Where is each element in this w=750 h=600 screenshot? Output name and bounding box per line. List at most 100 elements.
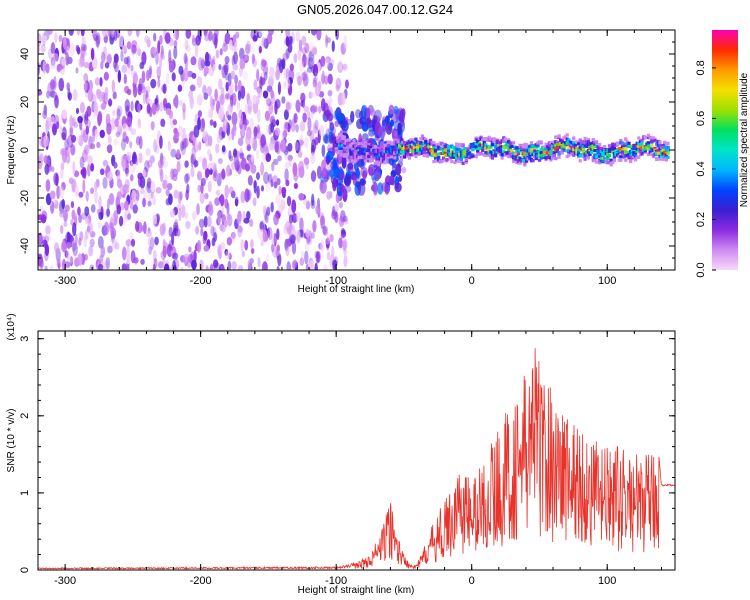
colorbar-tick-label: 0.8 [695, 60, 707, 75]
heatmap-cell [194, 160, 199, 168]
heatmap-cell [346, 138, 350, 142]
heatmap-cell [74, 233, 78, 245]
heatmap-cell [50, 42, 56, 54]
heatmap-cell [500, 156, 504, 160]
heatmap-cell [228, 150, 232, 160]
heatmap-cell [588, 142, 592, 146]
heatmap-cell [309, 129, 315, 142]
heatmap-cell [368, 167, 374, 176]
heatmap-cell [275, 69, 280, 81]
heatmap-cell [194, 43, 199, 58]
heatmap-cell [593, 149, 597, 153]
heatmap-cell [126, 88, 132, 96]
heatmap-cell [220, 242, 226, 250]
heatmap-cell [76, 134, 81, 144]
heatmap-cell [596, 151, 600, 155]
heatmap-cell [542, 145, 547, 149]
heatmap-cell [85, 79, 90, 94]
heatmap-cell [515, 158, 519, 162]
heatmap-cell [339, 153, 343, 157]
heatmap-cell [159, 135, 163, 149]
heatmap-cell [305, 228, 310, 238]
heatmap-cell [196, 76, 203, 88]
heatmap-cell [155, 144, 160, 155]
heatmap-cell [47, 30, 53, 35]
heatmap-cell [202, 84, 207, 95]
heatmap-cell [204, 51, 210, 64]
heatmap-cell [117, 69, 122, 83]
heatmap-cell [389, 141, 394, 145]
heatmap-cell [648, 146, 652, 150]
heatmap-cell [256, 185, 260, 199]
heatmap-cell [419, 148, 423, 152]
heatmap-cell [54, 32, 58, 44]
heatmap-cell [90, 47, 95, 61]
heatmap-cell [227, 72, 232, 87]
heatmap-cell [443, 142, 447, 147]
heatmap-cell [577, 147, 581, 151]
heatmap-cell [91, 30, 97, 39]
heatmap-cell [396, 140, 400, 144]
heatmap-cell [301, 47, 307, 55]
heatmap-cell [490, 137, 495, 141]
heatmap-cell [598, 148, 602, 152]
heatmap-cell [284, 77, 291, 90]
heatmap-cell [355, 154, 360, 158]
heatmap-cell [368, 159, 373, 163]
heatmap-cell [619, 147, 623, 151]
heatmap-cell [83, 61, 90, 69]
heatmap-cell [38, 89, 43, 96]
heatmap-cell [560, 140, 564, 145]
heatmap-cell [271, 161, 275, 172]
heatmap-cell [293, 113, 298, 124]
heatmap-cell [624, 147, 628, 151]
heatmap-cell [325, 34, 329, 48]
heatmap-cell [98, 195, 102, 209]
heatmap-cell [221, 206, 225, 216]
heatmap-cell [146, 96, 150, 104]
heatmap-cell [329, 122, 335, 132]
heatmap-cell [593, 155, 597, 159]
snr-y-scale-label: (x10⁴) [6, 313, 17, 340]
heatmap-cell [64, 261, 71, 268]
heatmap-cell [562, 136, 566, 140]
heatmap-cell [533, 152, 537, 156]
heatmap-cell [40, 44, 46, 53]
heatmap-cell [341, 137, 345, 141]
heatmap-cell [516, 150, 521, 154]
heatmap-cell [661, 152, 665, 156]
heatmap-cell [586, 143, 590, 147]
heatmap-cell [300, 250, 305, 259]
heatmap-cell [581, 155, 586, 159]
heatmap-cell [658, 147, 662, 151]
heatmap-cell [435, 143, 439, 147]
heatmap-cell [156, 65, 162, 77]
heatmap-cell [474, 155, 478, 159]
heatmap-cell [456, 159, 460, 163]
heatmap-cell [184, 173, 189, 184]
heatmap-cell [398, 146, 402, 150]
heatmap-cell [349, 152, 353, 156]
heatmap-cell [492, 154, 496, 158]
heatmap-cell [450, 155, 454, 159]
heatmap-cell [308, 41, 314, 53]
heatmap-cell [211, 237, 216, 247]
heatmap-cell [159, 54, 163, 69]
heatmap-cell [352, 153, 356, 157]
heatmap-cell [205, 168, 210, 178]
heatmap-cell [373, 161, 377, 165]
heatmap-cell [326, 251, 331, 261]
heatmap-cell [616, 147, 620, 152]
heatmap-cell [464, 160, 468, 164]
heatmap-cell [607, 144, 612, 148]
heatmap-cell [237, 90, 242, 101]
heatmap-cell [427, 139, 431, 143]
heatmap-cell [247, 105, 252, 115]
heatmap-cell [620, 150, 625, 154]
heatmap-cell [338, 237, 343, 249]
heatmap-cell [277, 204, 284, 214]
heatmap-cell [583, 152, 587, 156]
heatmap-cell [633, 154, 638, 159]
heatmap-x-tick-label: -100 [325, 275, 347, 287]
